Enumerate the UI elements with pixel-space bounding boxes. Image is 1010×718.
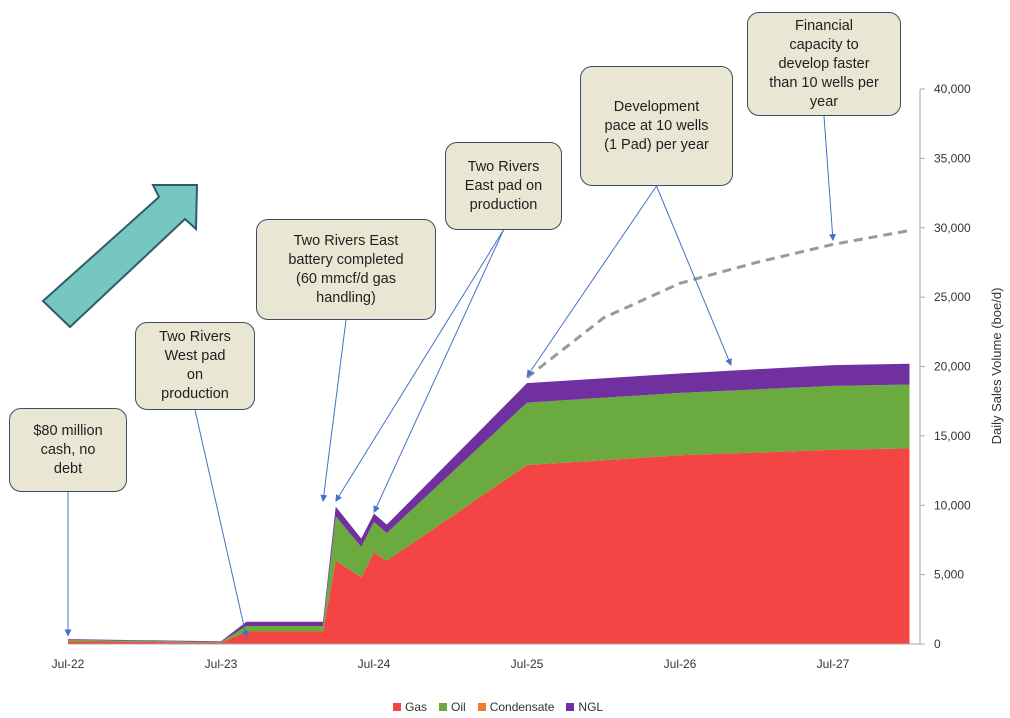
legend-swatch: [393, 703, 401, 711]
annotation-pointer: [335, 229, 504, 502]
x-tick-label: Jul-22: [52, 657, 85, 671]
y-tick-label: 5,000: [934, 568, 964, 582]
legend-swatch: [477, 703, 486, 711]
annotation-box: $80 million cash, no debt: [9, 408, 127, 492]
x-tick-label: Jul-23: [205, 657, 238, 671]
annotation-box: Two Rivers East battery completed (60 mm…: [256, 219, 436, 320]
y-tick-label: 20,000: [934, 360, 971, 374]
legend-item: NGL: [566, 700, 603, 714]
legend: Gas Oil Condensate NGL: [393, 700, 603, 714]
y-tick-label: 0: [934, 637, 941, 651]
legend-item: Gas: [393, 700, 427, 714]
annotation-pointer: [526, 185, 657, 377]
annotation-box: Financial capacity to develop faster tha…: [747, 12, 901, 116]
legend-item: Oil: [439, 700, 466, 714]
trend-arrow-icon: [41, 184, 199, 329]
y-axis-title: Daily Sales Volume (boe/d): [989, 288, 1004, 445]
y-tick-label: 15,000: [934, 429, 971, 443]
y-tick-label: 35,000: [934, 151, 971, 165]
annotation-box: Two Rivers West pad on production: [135, 322, 255, 410]
y-tick-label: 30,000: [934, 221, 971, 235]
y-tick-label: 25,000: [934, 290, 971, 304]
area-oil: [68, 384, 910, 643]
y-tick-label: 10,000: [934, 498, 971, 512]
legend-label: Oil: [451, 700, 466, 714]
potential-growth-line: [526, 229, 910, 379]
x-tick-label: Jul-27: [817, 657, 850, 671]
annotation-pointer: [823, 115, 837, 242]
legend-item: Condensate: [477, 700, 555, 714]
x-tick-label: Jul-26: [664, 657, 697, 671]
x-tick-label: Jul-25: [511, 657, 544, 671]
legend-swatch: [439, 703, 448, 711]
annotation-pointer: [194, 409, 249, 638]
legend-swatch: [566, 703, 575, 711]
area-gas: [68, 448, 910, 644]
y-tick-label: 40,000: [934, 82, 971, 96]
annotation-pointer: [320, 319, 347, 502]
legend-label: NGL: [578, 700, 604, 714]
annotation-pointer: [373, 229, 504, 513]
legend-label: Gas: [405, 700, 428, 714]
legend-label: Condensate: [489, 700, 555, 714]
annotation-box: Development pace at 10 wells (1 Pad) per…: [580, 66, 733, 186]
annotation-box: Two Rivers East pad on production: [445, 142, 562, 230]
annotation-pointer: [656, 185, 732, 366]
x-tick-label: Jul-24: [358, 657, 391, 671]
